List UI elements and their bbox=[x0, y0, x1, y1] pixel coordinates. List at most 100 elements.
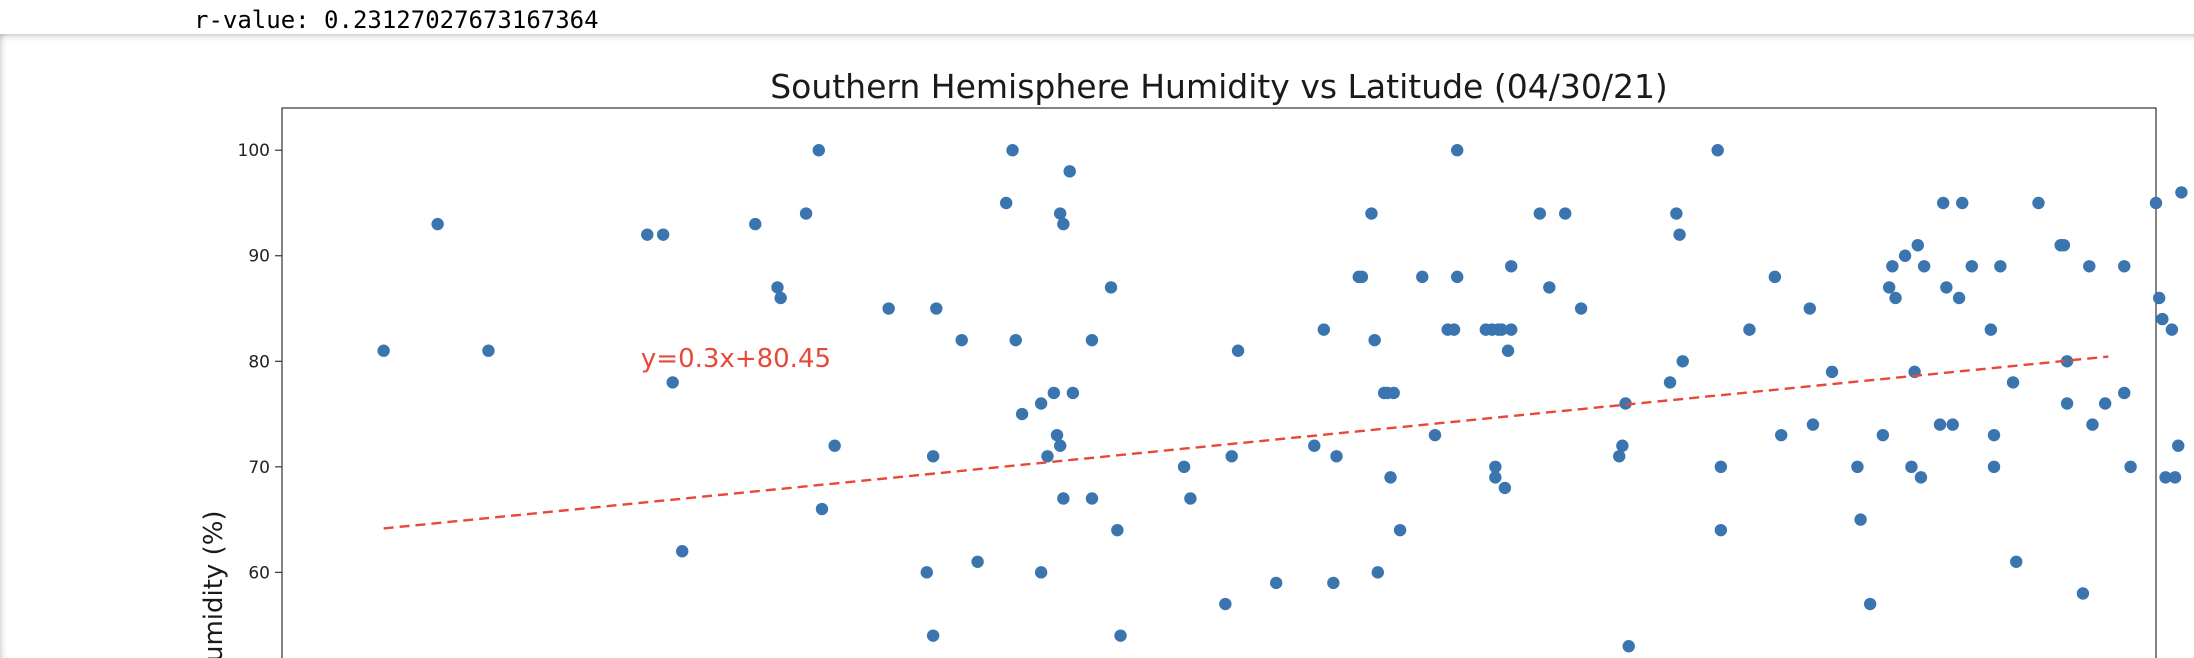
data-point bbox=[482, 344, 495, 357]
y-axis-label: Humidity (%) bbox=[199, 510, 229, 658]
data-point bbox=[2118, 260, 2131, 273]
data-point bbox=[1825, 365, 1839, 379]
data-point bbox=[2083, 260, 2096, 273]
y-tick-label: 100 bbox=[238, 141, 270, 161]
y-tick-label: 70 bbox=[248, 458, 270, 478]
data-point bbox=[1231, 344, 1245, 357]
data-point bbox=[1714, 460, 1728, 474]
data-point bbox=[1063, 165, 1076, 178]
y-tick-label: 60 bbox=[248, 563, 270, 583]
data-point bbox=[1104, 281, 1118, 294]
data-point bbox=[1177, 460, 1191, 474]
data-point bbox=[1889, 291, 1902, 305]
data-point bbox=[1085, 492, 1099, 505]
data-point bbox=[1219, 597, 1232, 611]
data-point bbox=[774, 291, 787, 305]
plot-area bbox=[281, 107, 2157, 658]
data-point bbox=[749, 217, 762, 231]
regression-equation: y=0.3x+80.45 bbox=[641, 344, 831, 374]
data-point bbox=[1269, 576, 1283, 590]
data-point bbox=[1489, 471, 1502, 484]
data-point bbox=[1533, 207, 1547, 220]
data-point bbox=[1317, 323, 1331, 336]
data-point bbox=[1393, 523, 1407, 537]
data-point bbox=[666, 376, 679, 389]
data-point bbox=[1368, 333, 1381, 347]
data-point bbox=[815, 502, 829, 516]
data-point bbox=[1053, 207, 1067, 220]
data-point bbox=[1111, 523, 1124, 537]
data-point bbox=[1952, 291, 1966, 305]
data-point bbox=[1854, 513, 1867, 526]
data-point bbox=[2010, 555, 2023, 569]
data-point bbox=[926, 450, 940, 463]
data-point bbox=[1384, 471, 1397, 484]
data-point bbox=[1676, 355, 1689, 368]
data-point bbox=[1501, 344, 1515, 357]
data-point bbox=[1327, 576, 1340, 590]
data-point bbox=[2057, 238, 2071, 252]
data-point bbox=[2098, 397, 2112, 410]
data-point bbox=[1034, 566, 1048, 579]
data-point bbox=[1616, 439, 1629, 452]
data-point bbox=[1936, 196, 1950, 210]
data-point bbox=[1451, 270, 1464, 284]
y-tick-label: 80 bbox=[248, 352, 270, 372]
data-point bbox=[926, 629, 940, 642]
data-point bbox=[882, 302, 895, 315]
data-point bbox=[1622, 640, 1635, 653]
data-point bbox=[971, 555, 984, 569]
y-axis: 60 70 80 90 100 bbox=[238, 141, 282, 583]
data-point bbox=[1015, 407, 1029, 421]
data-point bbox=[1543, 281, 1556, 294]
data-point bbox=[1009, 333, 1022, 347]
data-point bbox=[2165, 323, 2179, 336]
data-point bbox=[1775, 428, 1788, 442]
data-point bbox=[1495, 323, 1508, 336]
data-point bbox=[1613, 450, 1626, 463]
data-point bbox=[1956, 196, 1969, 210]
data-point bbox=[1085, 333, 1099, 347]
data-point bbox=[2060, 397, 2074, 410]
data-point bbox=[2159, 471, 2172, 484]
data-point bbox=[1308, 439, 1321, 452]
data-point bbox=[1984, 323, 1998, 336]
data-point bbox=[1806, 418, 1820, 431]
data-point bbox=[2006, 376, 2020, 389]
data-point bbox=[1365, 207, 1378, 220]
data-point bbox=[2118, 386, 2131, 400]
data-point bbox=[1451, 144, 1464, 157]
data-point bbox=[431, 217, 444, 231]
data-point bbox=[1114, 629, 1127, 642]
data-point bbox=[676, 545, 689, 558]
chart-title: Southern Hemisphere Humidity vs Latitude… bbox=[770, 67, 1668, 106]
data-point bbox=[1416, 270, 1429, 284]
data-point bbox=[1041, 450, 1054, 463]
data-point bbox=[1768, 270, 1782, 284]
rvalue-output: r-value: 0.23127027673167364 bbox=[194, 6, 599, 34]
data-point bbox=[1057, 492, 1070, 505]
data-point bbox=[1965, 260, 1978, 273]
data-points bbox=[377, 144, 2188, 653]
data-point bbox=[1914, 471, 1928, 484]
data-point bbox=[812, 144, 825, 157]
regression-line bbox=[383, 355, 2109, 530]
data-point bbox=[1876, 428, 1890, 442]
data-point bbox=[1387, 386, 1400, 400]
data-point bbox=[1882, 281, 1896, 294]
data-point bbox=[828, 439, 841, 452]
data-point bbox=[1047, 386, 1061, 400]
data-point bbox=[1053, 439, 1067, 452]
data-point bbox=[1886, 260, 1899, 273]
data-point bbox=[1743, 323, 1756, 336]
cell-output-area bbox=[0, 34, 2194, 658]
data-point bbox=[1670, 207, 1683, 220]
data-point bbox=[930, 302, 943, 315]
data-point bbox=[1987, 460, 2001, 474]
data-point bbox=[2032, 196, 2045, 210]
data-point bbox=[1863, 597, 1877, 611]
y-tick-label: 90 bbox=[248, 247, 270, 267]
data-point bbox=[1933, 418, 1947, 431]
data-point bbox=[771, 281, 784, 294]
data-point bbox=[1498, 481, 1512, 495]
